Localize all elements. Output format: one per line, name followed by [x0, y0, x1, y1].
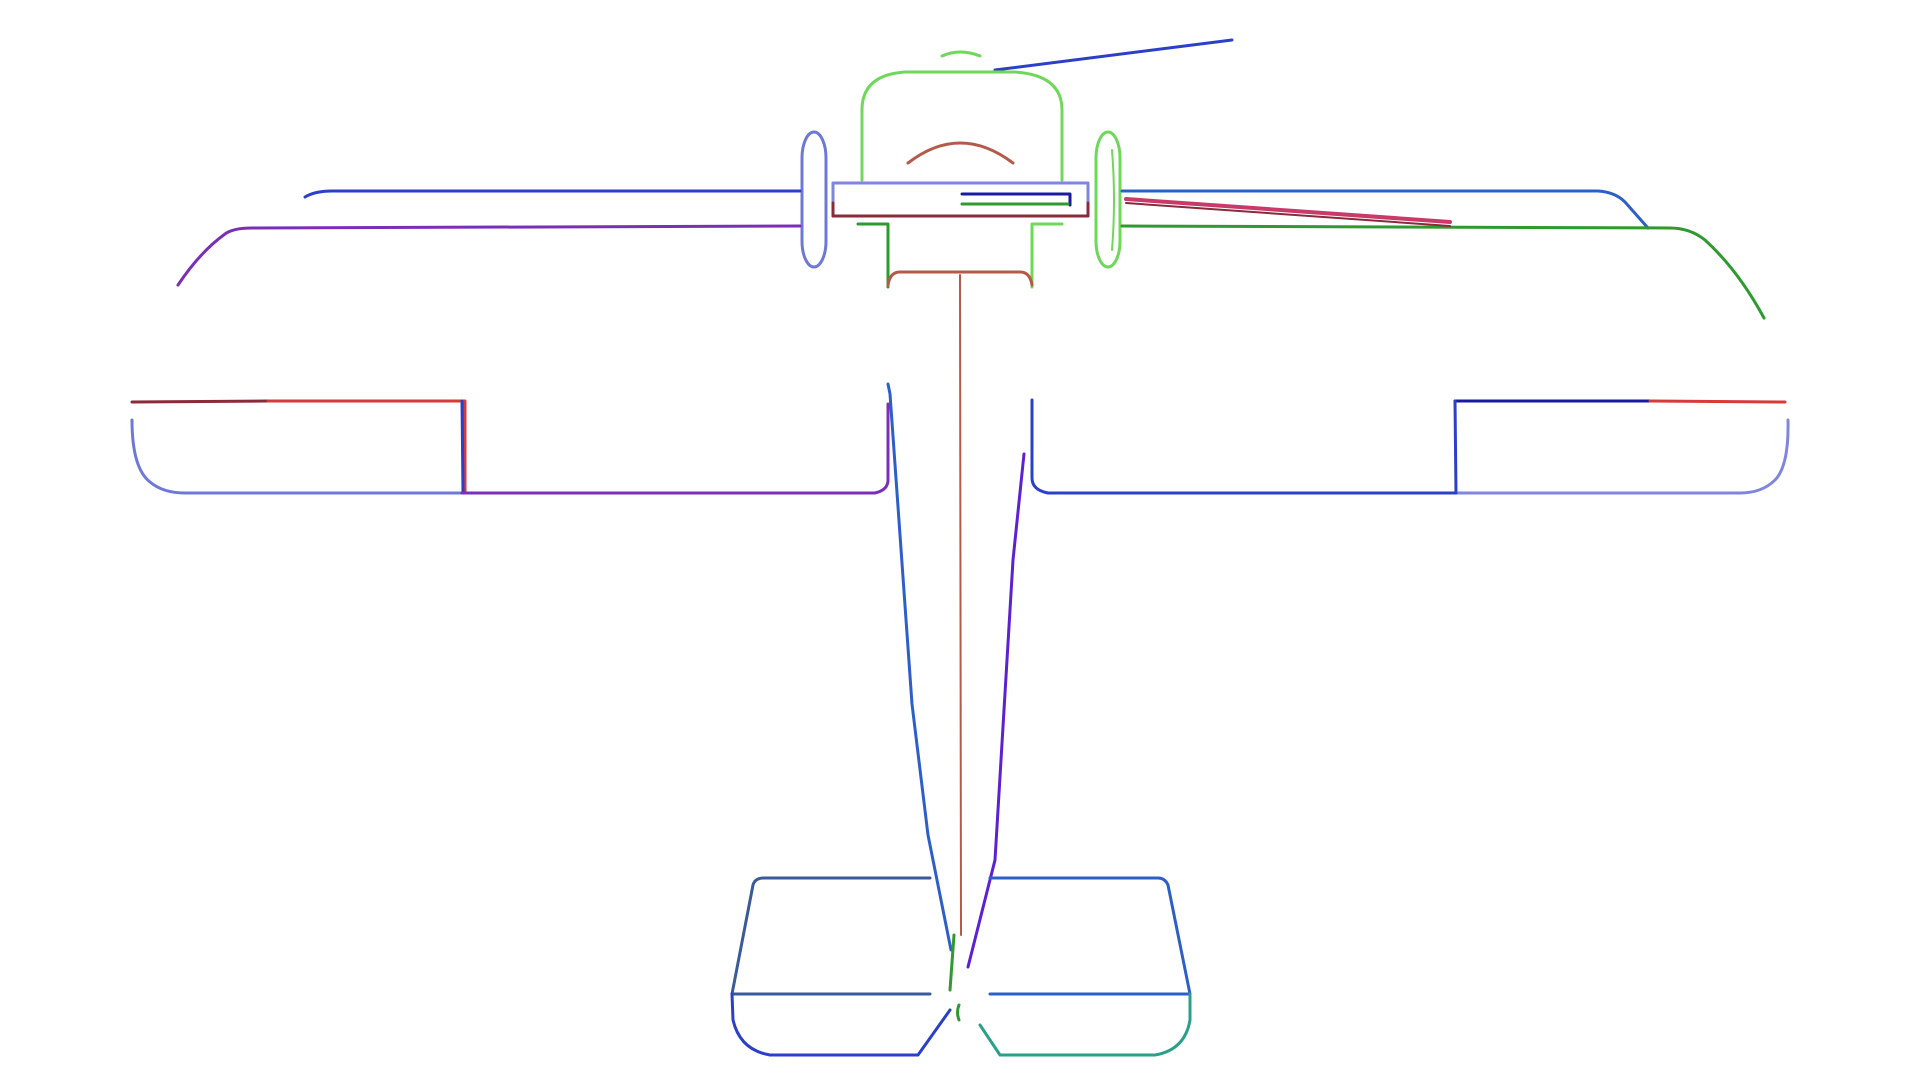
left-aileron-hinge	[460, 399, 465, 495]
axle-bar	[831, 181, 1090, 218]
engine-cowling	[860, 70, 1064, 182]
right-aileron-hinge	[1453, 399, 1458, 495]
right-wing-trailing	[1030, 398, 1458, 495]
right-elevator	[978, 992, 1192, 1057]
fuselage-centerline	[959, 274, 962, 936]
left-wing-trailing	[460, 402, 890, 495]
right-wheel-inner	[1111, 149, 1115, 251]
wing-leading-edge-left	[176, 224, 802, 287]
right-stabilizer	[988, 876, 1192, 996]
tailwheel	[956, 1003, 961, 1022]
left-elevator	[730, 992, 952, 1057]
propeller-hub	[940, 50, 982, 58]
fuselage-right-side	[966, 452, 1026, 969]
axle-inner-top	[960, 192, 1072, 207]
left-aileron-top	[130, 399, 270, 404]
cowling-intake	[906, 141, 1015, 165]
left-wingtip	[130, 418, 464, 495]
windshield	[886, 270, 1034, 287]
tail-cone	[948, 933, 956, 992]
propeller-blade	[993, 38, 1234, 72]
fuselage-left-side	[886, 382, 953, 952]
wing-strut	[1124, 197, 1452, 224]
right-wingtip	[1454, 418, 1790, 495]
left-wheel	[800, 130, 828, 269]
upper-wing-right-edge	[1120, 189, 1650, 230]
cabin-right	[1030, 222, 1064, 289]
wing-strut-shadow	[1125, 202, 1451, 227]
cabin-left	[856, 222, 890, 289]
left-stabilizer	[730, 876, 932, 996]
right-wheel	[1094, 130, 1122, 269]
right-aileron-top-red	[1648, 399, 1787, 404]
axle-lower-edge	[831, 201, 1090, 218]
wing-leading-edge-right	[1120, 224, 1766, 320]
left-aileron-top-red	[266, 399, 467, 494]
upper-wing-left-edge	[303, 189, 802, 199]
